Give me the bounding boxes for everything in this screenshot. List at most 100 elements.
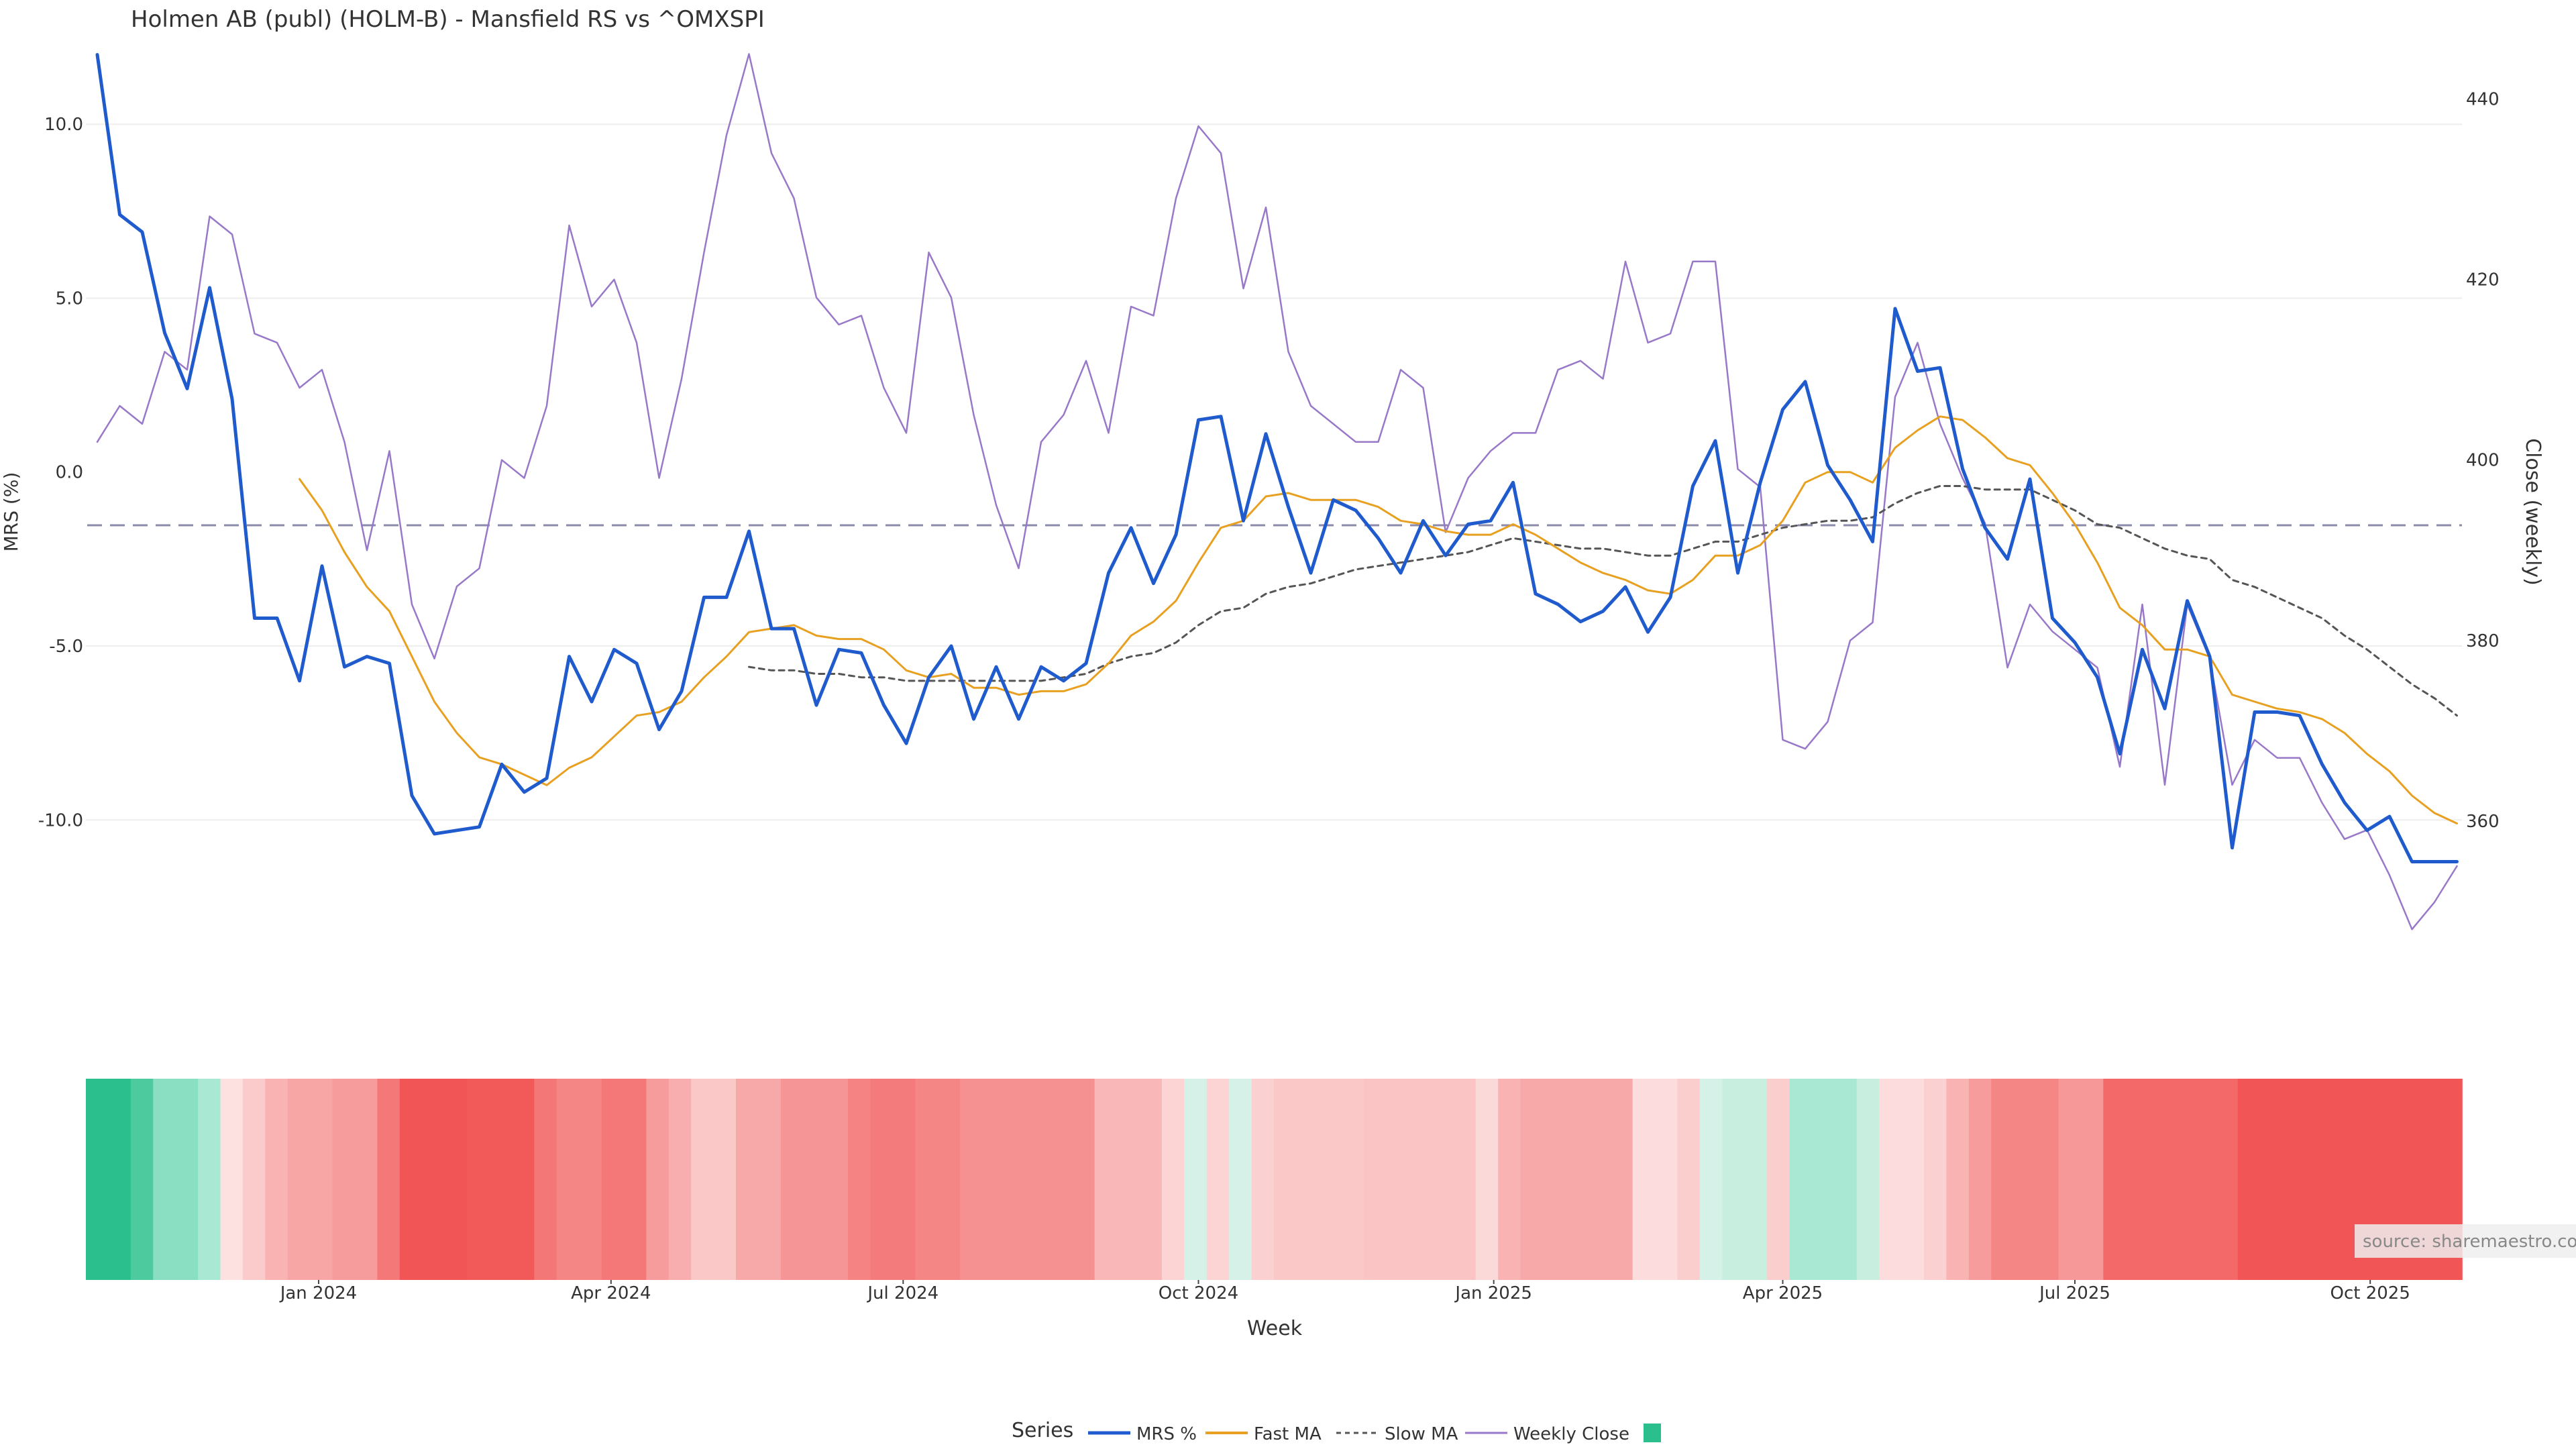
heat-cell [713,1079,737,1280]
heat-cell [220,1079,244,1280]
heat-cell [1229,1079,1252,1280]
heat-cell [1072,1079,1095,1280]
heat-cell [2036,1079,2059,1280]
heat-cell [1139,1079,1163,1280]
left-axis-ticks: 10.0 5.0 0.0 -5.0 -10.0 [38,115,83,830]
right-tick-label: 400 [2466,451,2500,471]
heat-cell [1632,1079,1656,1280]
series-lines [95,53,2459,930]
heat-cell [242,1079,266,1280]
heat-cell [982,1079,1006,1280]
heat-cell [1968,1079,1992,1280]
heat-cell [1318,1079,1342,1280]
heat-cell [1677,1079,1701,1280]
heat-cell [1587,1079,1611,1280]
heat-cell [153,1079,176,1280]
heat-cell [130,1079,154,1280]
left-tick-label: -5.0 [49,637,83,657]
heat-cell [960,1079,983,1280]
heat-cell [780,1079,804,1280]
chart-title: Holmen AB (publ) (HOLM-B) - Mansfield RS… [131,6,765,33]
heat-cell [2148,1079,2171,1280]
series-line-weekly-close [96,53,2458,930]
heat-cell [646,1079,669,1280]
x-tick-label: Jan 2025 [1454,1283,1532,1303]
legend-item-slow-ma[interactable]: Slow MA [1336,1424,1458,1444]
heat-cell [2305,1079,2328,1280]
heat-cell [848,1079,871,1280]
heat-cell [489,1079,513,1280]
heat-cell [1655,1079,1678,1280]
heat-cell [1184,1079,1208,1280]
heat-cell [467,1079,490,1280]
heat-cell [736,1079,759,1280]
heat-cell [86,1079,109,1280]
legend-swatch-heat-strip [1644,1424,1661,1442]
heat-cell [2170,1079,2194,1280]
heat-cell [377,1079,400,1280]
heat-cell [1475,1079,1499,1280]
heat-cell [1049,1079,1073,1280]
heat-cell [1251,1079,1275,1280]
heat-cell [2058,1079,2082,1280]
heat-cell [1722,1079,1746,1280]
heat-cell [1811,1079,1835,1280]
legend-item-weekly-close[interactable]: Weekly Close [1465,1424,1629,1444]
legend-item-fast-ma[interactable]: Fast MA [1205,1424,1322,1444]
source-label: source: sharemaestro.com [2363,1232,2576,1252]
source-label-box: source: sharemaestro.com [2355,1224,2576,1258]
x-tick-label: Oct 2024 [1159,1283,1238,1303]
heat-cell [265,1079,288,1280]
right-tick-label: 420 [2466,270,2500,290]
heat-cell [1296,1079,1320,1280]
grid-lines [86,123,2462,821]
heat-cell [758,1079,782,1280]
heat-cell [601,1079,625,1280]
heat-cell [422,1079,445,1280]
heat-cell [579,1079,602,1280]
heat-cell [332,1079,356,1280]
heat-strip [86,1079,2463,1280]
heat-cell [310,1079,333,1280]
heat-cell [915,1079,938,1280]
left-tick-label: -10.0 [38,810,83,830]
heat-cell [1274,1079,1297,1280]
heat-cell [623,1079,647,1280]
heat-cell [556,1079,580,1280]
legend: Series MRS % Fast MA Slow MA Weekly Clos… [1012,1419,1661,1444]
right-tick-label: 380 [2466,631,2500,651]
legend-item-mrs[interactable]: MRS % [1088,1424,1197,1444]
series-line-slow-ma [748,485,2458,717]
left-tick-label: 10.0 [44,115,83,135]
legend-label-weekly-close: Weekly Close [1513,1424,1629,1444]
right-axis-ticks: 440 420 400 380 360 [2466,90,2500,832]
heat-cell [2282,1079,2306,1280]
x-axis-label: Week [1247,1317,1303,1340]
x-tick-label: Oct 2025 [2330,1283,2410,1303]
heat-cell [399,1079,423,1280]
series-line-fast-ma [299,415,2458,824]
heat-cell [2013,1079,2037,1280]
heat-cell [2327,1079,2351,1280]
heat-cell [691,1079,714,1280]
left-tick-label: 5.0 [56,288,83,309]
heat-cell [1991,1079,2015,1280]
heat-cell [2260,1079,2284,1280]
x-tick-label: Jan 2024 [279,1283,358,1303]
heat-cell [825,1079,849,1280]
heat-cell [2237,1079,2261,1280]
heat-cell [1767,1079,1790,1280]
heat-cell [1542,1079,1566,1280]
left-axis-label: MRS (%) [0,472,22,552]
heat-cell [1498,1079,1521,1280]
heat-cell [2080,1079,2104,1280]
x-tick-label: Apr 2025 [1743,1283,1823,1303]
right-tick-label: 440 [2466,90,2500,110]
legend-item-heat-strip[interactable] [1644,1424,1661,1442]
x-tick-label: Apr 2024 [571,1283,651,1303]
series-line-mrs [95,53,2459,863]
heat-cell [1924,1079,1947,1280]
heat-cell [1946,1079,1970,1280]
heat-cell [2193,1079,2216,1280]
